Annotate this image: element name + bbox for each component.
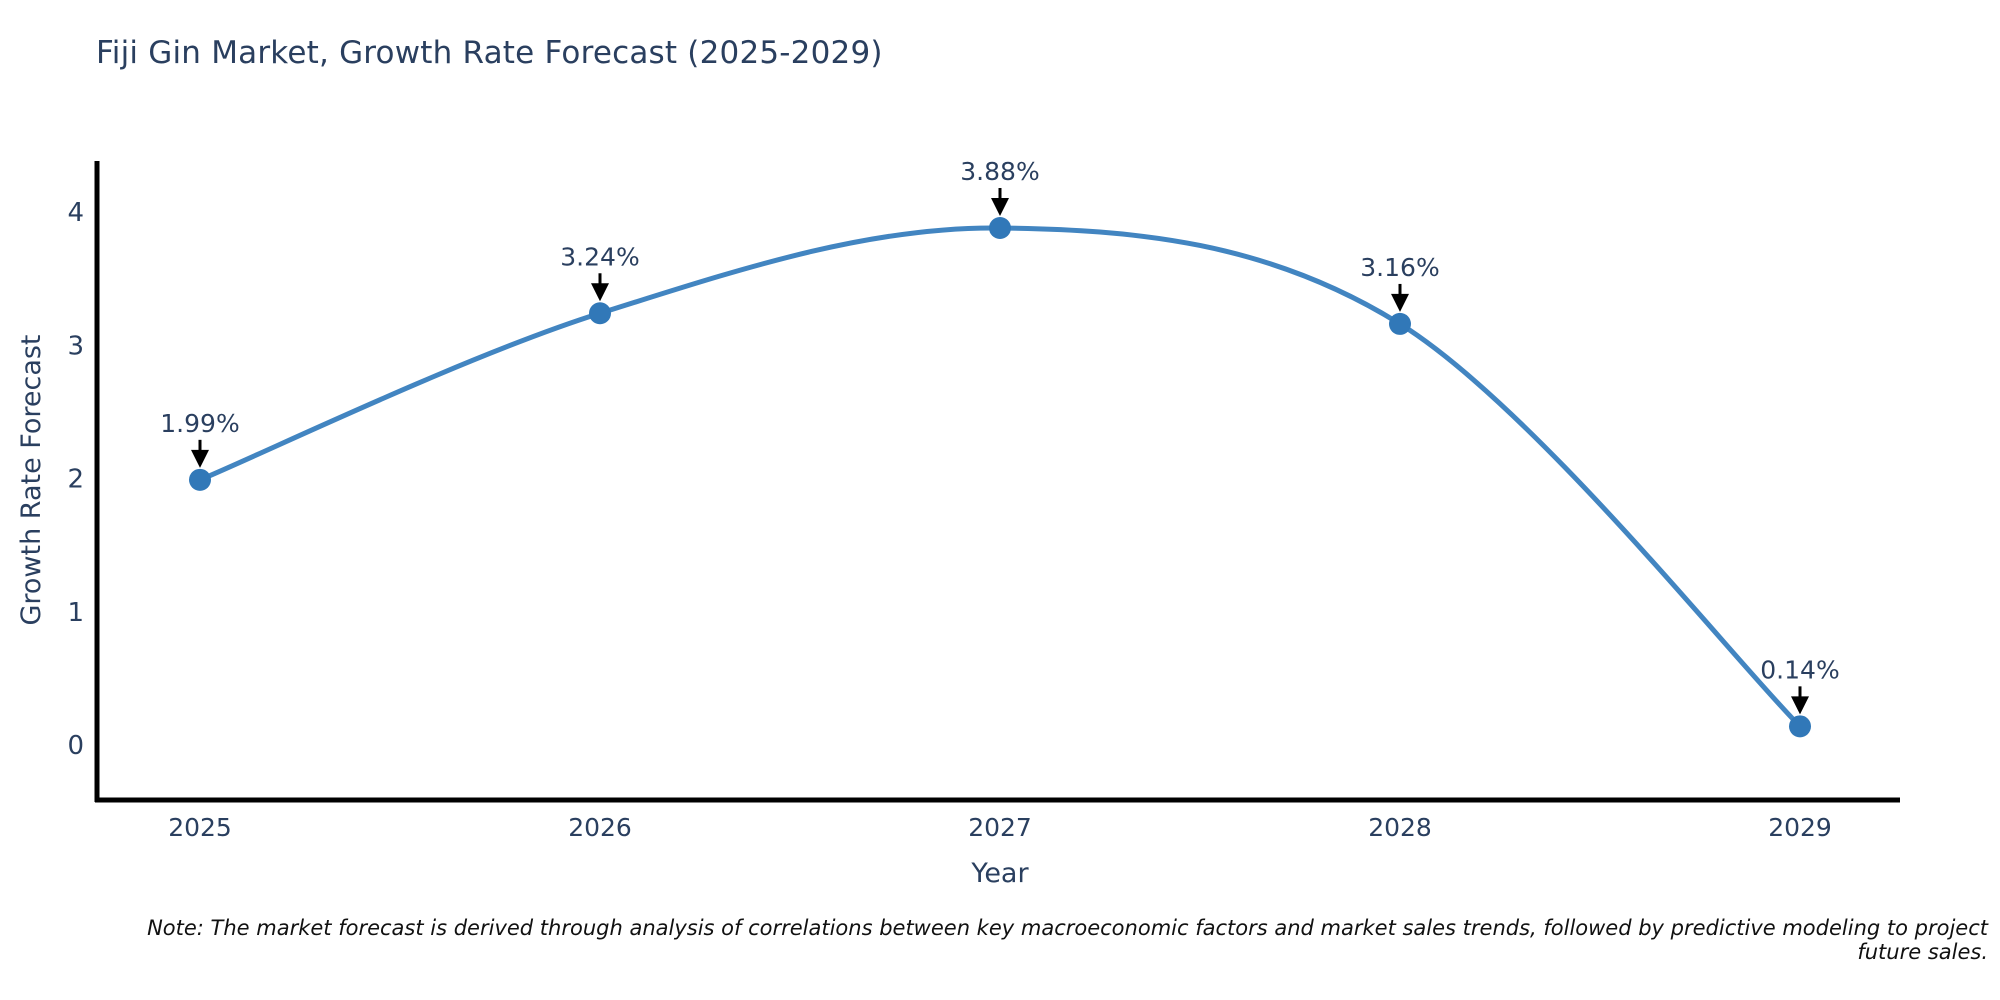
x-axis-title: Year (971, 858, 1029, 889)
data-point-marker (589, 302, 611, 325)
footnote: Note: The market forecast is derived thr… (147, 916, 1988, 964)
annotation-arrowhead (591, 283, 609, 302)
y-axis-title: Growth Rate Forecast (16, 334, 47, 626)
y-tick-label: 3 (67, 331, 84, 361)
annotation-arrowhead (1391, 293, 1409, 312)
point-value-label: 1.99% (160, 409, 239, 438)
data-point-marker (1789, 715, 1811, 738)
data-point-marker (189, 468, 211, 491)
x-tick-label: 2025 (168, 813, 232, 842)
x-tick-label: 2027 (968, 813, 1032, 842)
x-tick-label: 2029 (1768, 813, 1832, 842)
data-point-marker (1389, 312, 1411, 335)
annotation-arrowhead (991, 197, 1009, 216)
y-tick-label: 0 (67, 731, 84, 761)
data-point-marker (989, 216, 1011, 239)
y-tick-label: 4 (67, 198, 84, 228)
point-value-label: 3.24% (560, 242, 639, 271)
annotation-arrowhead (191, 449, 209, 468)
point-value-label: 0.14% (1760, 655, 1839, 684)
point-value-label: 3.16% (1360, 253, 1439, 282)
annotation-arrowhead (1791, 696, 1809, 715)
x-tick-label: 2028 (1368, 813, 1432, 842)
y-tick-label: 1 (67, 598, 84, 628)
chart-title: Fiji Gin Market, Growth Rate Forecast (2… (96, 35, 883, 71)
y-tick-label: 2 (67, 465, 84, 495)
point-value-label: 3.88% (960, 157, 1039, 186)
x-tick-label: 2026 (568, 813, 632, 842)
line-series (197, 225, 1803, 729)
